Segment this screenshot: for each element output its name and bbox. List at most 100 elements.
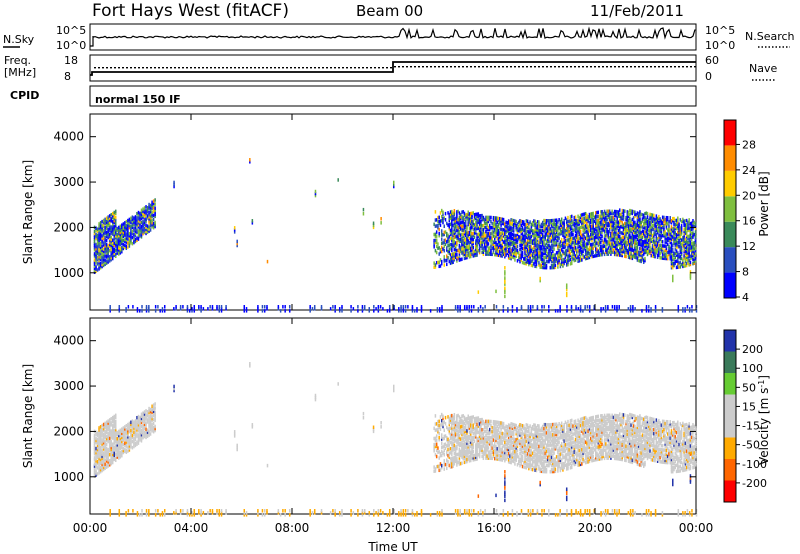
power-cell (277, 305, 280, 309)
velocity-cell (95, 436, 97, 441)
power-cell (105, 261, 108, 265)
velocity-cell (130, 440, 132, 445)
power-cell (507, 256, 510, 260)
power-cell (478, 248, 481, 253)
power-cell (684, 251, 687, 256)
power-cell (161, 307, 164, 311)
velocity-cell (128, 448, 131, 452)
power-cell (435, 218, 438, 222)
power-cell (655, 244, 658, 249)
power-cell (496, 245, 499, 249)
power-cell (545, 265, 548, 270)
power-cell (605, 244, 607, 248)
power-cell (687, 253, 689, 257)
velocity-cell (110, 459, 112, 464)
power-cell (521, 242, 524, 246)
power-cell (620, 224, 622, 229)
power-cell (664, 252, 666, 257)
power-cell (512, 241, 515, 245)
power-cell (636, 252, 639, 256)
power-cell (636, 248, 639, 252)
power-cell (673, 261, 675, 266)
power-cell (553, 255, 555, 259)
nave-dot (614, 66, 616, 68)
power-cell (685, 253, 688, 258)
power-cell (601, 248, 603, 253)
power-cell (621, 247, 624, 252)
velocity-cell (119, 438, 122, 443)
power-cell (622, 223, 625, 227)
power-cell (634, 214, 636, 219)
power-cell (682, 260, 684, 265)
power-cell (632, 234, 635, 239)
power-cell (689, 244, 692, 248)
power-cell (543, 239, 545, 243)
power-cell (668, 244, 670, 249)
velocity-cell (128, 421, 131, 426)
power-cell (531, 259, 534, 264)
power-cell (105, 255, 108, 259)
power-cell (541, 222, 544, 227)
power-cell (549, 245, 552, 250)
power-cell (593, 305, 595, 309)
power-cell (515, 254, 517, 259)
power-cell (456, 224, 458, 228)
velocity-cell (122, 432, 125, 436)
velocity-cell (146, 420, 149, 424)
power-cell (586, 254, 588, 258)
power-cell (116, 239, 119, 243)
power-cell (130, 224, 132, 229)
power-cell (440, 237, 443, 241)
power-cell (101, 260, 103, 265)
power-cell (660, 248, 663, 252)
power-cell (574, 217, 577, 221)
power-cell (491, 226, 493, 230)
power-cell (93, 252, 96, 256)
power-cell (576, 239, 578, 244)
velocity-cell (134, 419, 137, 423)
power-cell (668, 252, 670, 257)
power-cell (500, 231, 502, 236)
velocity-cell (139, 419, 141, 424)
velocity-cell (113, 447, 115, 451)
power-cell (114, 242, 117, 246)
power-cell (655, 220, 658, 224)
power-cell (584, 211, 587, 216)
power-cell (587, 235, 589, 240)
power-cell (612, 219, 615, 224)
velocity-cell (119, 442, 122, 447)
power-cell (407, 305, 409, 309)
power-cell (482, 234, 485, 238)
power-cell (507, 241, 510, 246)
power-cell (113, 249, 115, 254)
power-cell (552, 253, 554, 258)
velocity-cell (98, 430, 100, 434)
power-cell (692, 261, 694, 266)
power-cell (684, 239, 687, 244)
power-cell (457, 228, 459, 232)
power-cell (648, 249, 650, 253)
power-cell (436, 307, 439, 311)
power-cell (446, 246, 448, 250)
power-cell (554, 218, 557, 223)
power-cell (649, 212, 651, 217)
power-cell (145, 227, 147, 232)
nave-dot (286, 67, 288, 69)
power-cell (93, 260, 96, 264)
power-cell (595, 217, 597, 221)
power-cell (591, 236, 593, 241)
power-cell (454, 218, 457, 223)
power-cell (454, 226, 457, 231)
power-cell (146, 216, 149, 220)
power-cell (608, 221, 611, 226)
power-cell (637, 254, 640, 259)
power-cell (548, 227, 550, 231)
velocity-cell (114, 440, 117, 444)
power-cell (645, 231, 647, 236)
power-cell (629, 253, 631, 258)
power-cell (435, 234, 438, 238)
power-cell (448, 222, 451, 227)
velocity-cell (433, 426, 435, 431)
power-cell (603, 217, 606, 222)
power-cell (645, 221, 647, 226)
